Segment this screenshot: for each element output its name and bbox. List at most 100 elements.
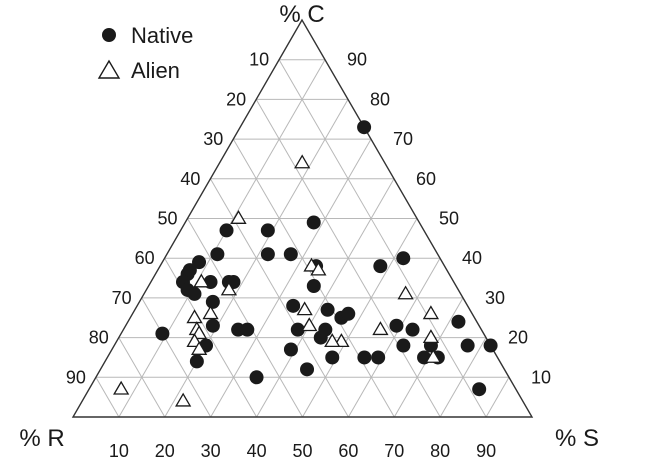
- s-tick-label: 20: [155, 441, 175, 461]
- native-point: [371, 350, 386, 365]
- r-axis-label: % R: [19, 425, 64, 452]
- native-point: [205, 318, 220, 333]
- alien-point: [422, 329, 440, 344]
- r-tick-label: 60: [135, 248, 155, 268]
- alien-point: [220, 281, 238, 296]
- alien-point: [191, 341, 208, 355]
- legend-alien-label: Alien: [131, 58, 180, 83]
- native-point: [205, 294, 220, 309]
- r-tick-label: 90: [66, 367, 86, 387]
- native-point: [357, 350, 372, 365]
- alien-point: [425, 348, 442, 363]
- legend-native-marker: [102, 28, 116, 42]
- native-point: [290, 322, 305, 337]
- r-tick-label: 30: [203, 129, 223, 149]
- s-tick-label: 60: [338, 441, 358, 461]
- alien-point: [113, 380, 130, 395]
- alien-point: [294, 154, 311, 169]
- alien-point: [301, 317, 318, 332]
- grid-lines: [95, 59, 510, 418]
- native-point: [341, 306, 356, 321]
- alien-series: [113, 154, 442, 407]
- alien-point: [202, 305, 219, 320]
- s-tick-label: 80: [430, 441, 450, 461]
- native-point: [389, 318, 404, 333]
- c-axis-label: % C: [279, 1, 324, 28]
- s-tick-label: 40: [247, 441, 267, 461]
- alien-point: [372, 321, 389, 336]
- gridline-s-50: [302, 218, 418, 418]
- c-tick-label: 80: [370, 89, 390, 109]
- r-tick-label: 20: [226, 89, 246, 109]
- gridline-s-90: [485, 377, 510, 418]
- native-point: [286, 298, 301, 313]
- c-tick-label: 60: [416, 169, 436, 189]
- alien-point: [193, 273, 210, 288]
- native-point: [325, 350, 340, 365]
- gridline-r-10: [278, 59, 487, 418]
- alien-point: [230, 210, 247, 224]
- native-point: [396, 251, 411, 266]
- gridline-r-70: [141, 297, 212, 418]
- native-point: [306, 215, 321, 230]
- c-tick-label: 90: [347, 50, 367, 70]
- native-point: [483, 338, 498, 353]
- c-tick-label: 50: [439, 209, 459, 229]
- native-point: [260, 247, 275, 262]
- native-point: [249, 370, 264, 385]
- gridline-s-80: [439, 337, 487, 418]
- gridline-r-80: [118, 337, 166, 418]
- gridline-r-30: [232, 138, 395, 418]
- r-tick-label: 80: [89, 328, 109, 348]
- native-point: [192, 255, 207, 270]
- native-point: [283, 342, 298, 357]
- alien-point: [397, 285, 414, 300]
- native-point: [219, 223, 234, 238]
- native-point: [396, 338, 411, 353]
- gridline-s-30: [210, 138, 372, 418]
- c-tick-label: 10: [531, 367, 551, 387]
- native-point: [189, 354, 204, 369]
- s-tick-label: 50: [292, 441, 312, 461]
- s-tick-label: 90: [476, 441, 496, 461]
- native-point: [451, 314, 466, 329]
- native-point: [373, 259, 388, 274]
- legend-alien-marker: [97, 59, 121, 79]
- alien-point: [422, 305, 440, 320]
- native-point: [283, 247, 298, 262]
- native-point: [320, 302, 335, 317]
- s-axis-ticks: 10 20 30 40 50 60 70 80 90: [109, 441, 496, 461]
- alien-point: [175, 392, 192, 407]
- c-tick-label: 70: [393, 129, 413, 149]
- triangle-outline: [71, 18, 534, 418]
- native-point: [155, 326, 170, 341]
- native-point: [210, 247, 225, 262]
- native-point: [300, 362, 315, 377]
- s-tick-label: 70: [384, 441, 404, 461]
- gridline-s-10: [118, 59, 326, 418]
- r-tick-label: 40: [180, 169, 200, 189]
- native-point: [318, 322, 333, 337]
- r-tick-label: 70: [112, 288, 132, 308]
- s-axis-label: % S: [555, 425, 599, 452]
- r-tick-label: 50: [157, 209, 177, 229]
- native-point: [357, 120, 372, 135]
- gridline-s-60: [347, 257, 441, 418]
- c-tick-label: 30: [485, 288, 505, 308]
- native-point: [187, 286, 202, 301]
- s-tick-label: 10: [109, 441, 129, 461]
- native-point: [460, 338, 475, 353]
- native-series: [155, 120, 498, 397]
- alien-point: [324, 333, 341, 348]
- c-tick-label: 20: [508, 328, 528, 348]
- native-point: [306, 278, 321, 293]
- c-tick-label: 40: [462, 248, 482, 268]
- r-tick-label: 10: [249, 50, 269, 70]
- alien-point: [310, 261, 327, 276]
- legend-native-label: Native: [131, 23, 193, 48]
- alien-point: [296, 301, 313, 316]
- alien-point: [186, 309, 203, 324]
